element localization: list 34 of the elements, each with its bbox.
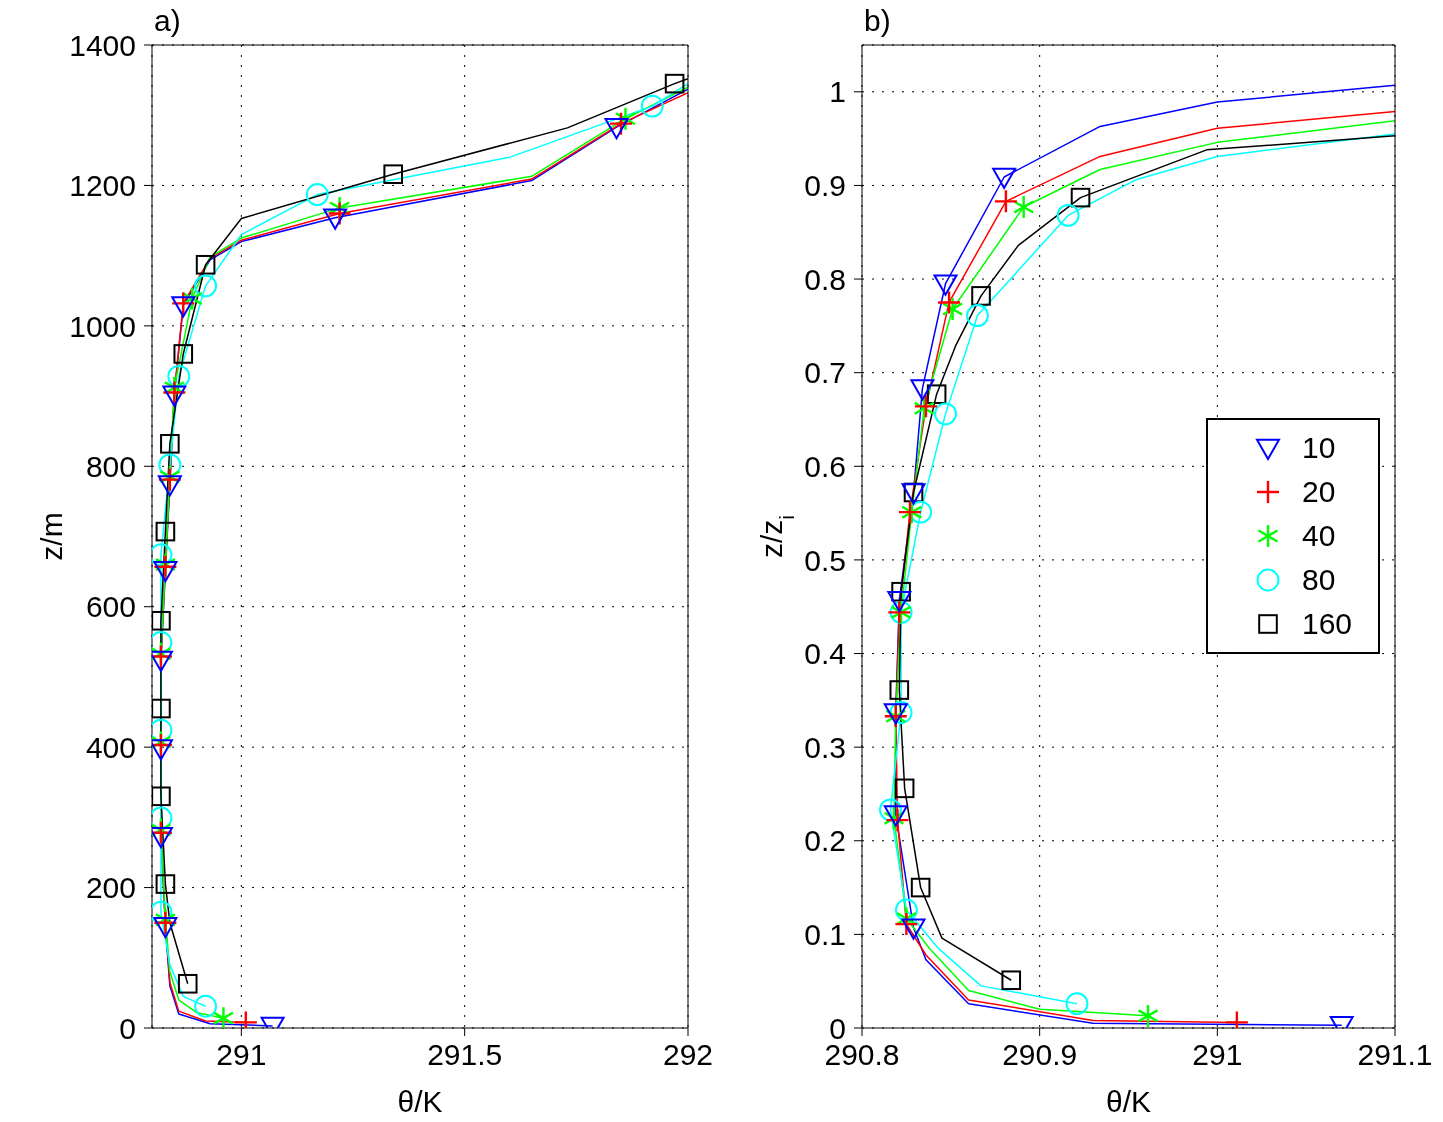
y-tick-label: 0.5 — [804, 543, 846, 577]
chart-title: b) — [864, 3, 891, 39]
y-tick-label: 0.1 — [804, 918, 846, 952]
y-tick-label: 0.2 — [804, 824, 846, 858]
legend-label: 20 — [1302, 475, 1337, 509]
y-tick-label: 0.6 — [804, 449, 846, 483]
y-tick-label: 0.3 — [804, 730, 846, 764]
y-tick-label: 0.8 — [804, 262, 846, 296]
x-tick-label: 291.1 — [1357, 1038, 1433, 1072]
y-tick-label: 0.9 — [804, 169, 846, 203]
y-tick-label: 1 — [829, 75, 846, 109]
legend-label: 40 — [1302, 519, 1337, 553]
y-tick-label: 1000 — [69, 309, 136, 343]
y-tick-label: 1200 — [69, 169, 136, 203]
y-axis-title: z/m — [35, 512, 68, 561]
y-tick-label: 0.4 — [804, 637, 846, 671]
y-tick-label: 600 — [85, 590, 136, 624]
x-tick-label: 291 — [1192, 1038, 1243, 1072]
x-axis-title: θ/K — [397, 1085, 443, 1118]
y-tick-label: 0 — [119, 1011, 136, 1045]
y-tick-label: 800 — [85, 449, 136, 483]
y-tick-label: 1400 — [69, 28, 136, 62]
y-tick-label: 400 — [85, 730, 136, 764]
x-tick-label: 291.5 — [427, 1038, 503, 1072]
x-tick-label: 291 — [216, 1038, 267, 1072]
legend-label: 160 — [1302, 607, 1354, 641]
legend-label: 10 — [1302, 431, 1337, 465]
y-tick-label: 0.7 — [804, 356, 846, 390]
y-tick-label: 200 — [85, 871, 136, 905]
x-tick-label: 290.9 — [1002, 1038, 1078, 1072]
x-tick-label: 292 — [662, 1038, 714, 1072]
chart-title: a) — [154, 3, 181, 39]
legend-label: 80 — [1302, 563, 1337, 597]
x-axis-title: θ/K — [1105, 1085, 1152, 1118]
